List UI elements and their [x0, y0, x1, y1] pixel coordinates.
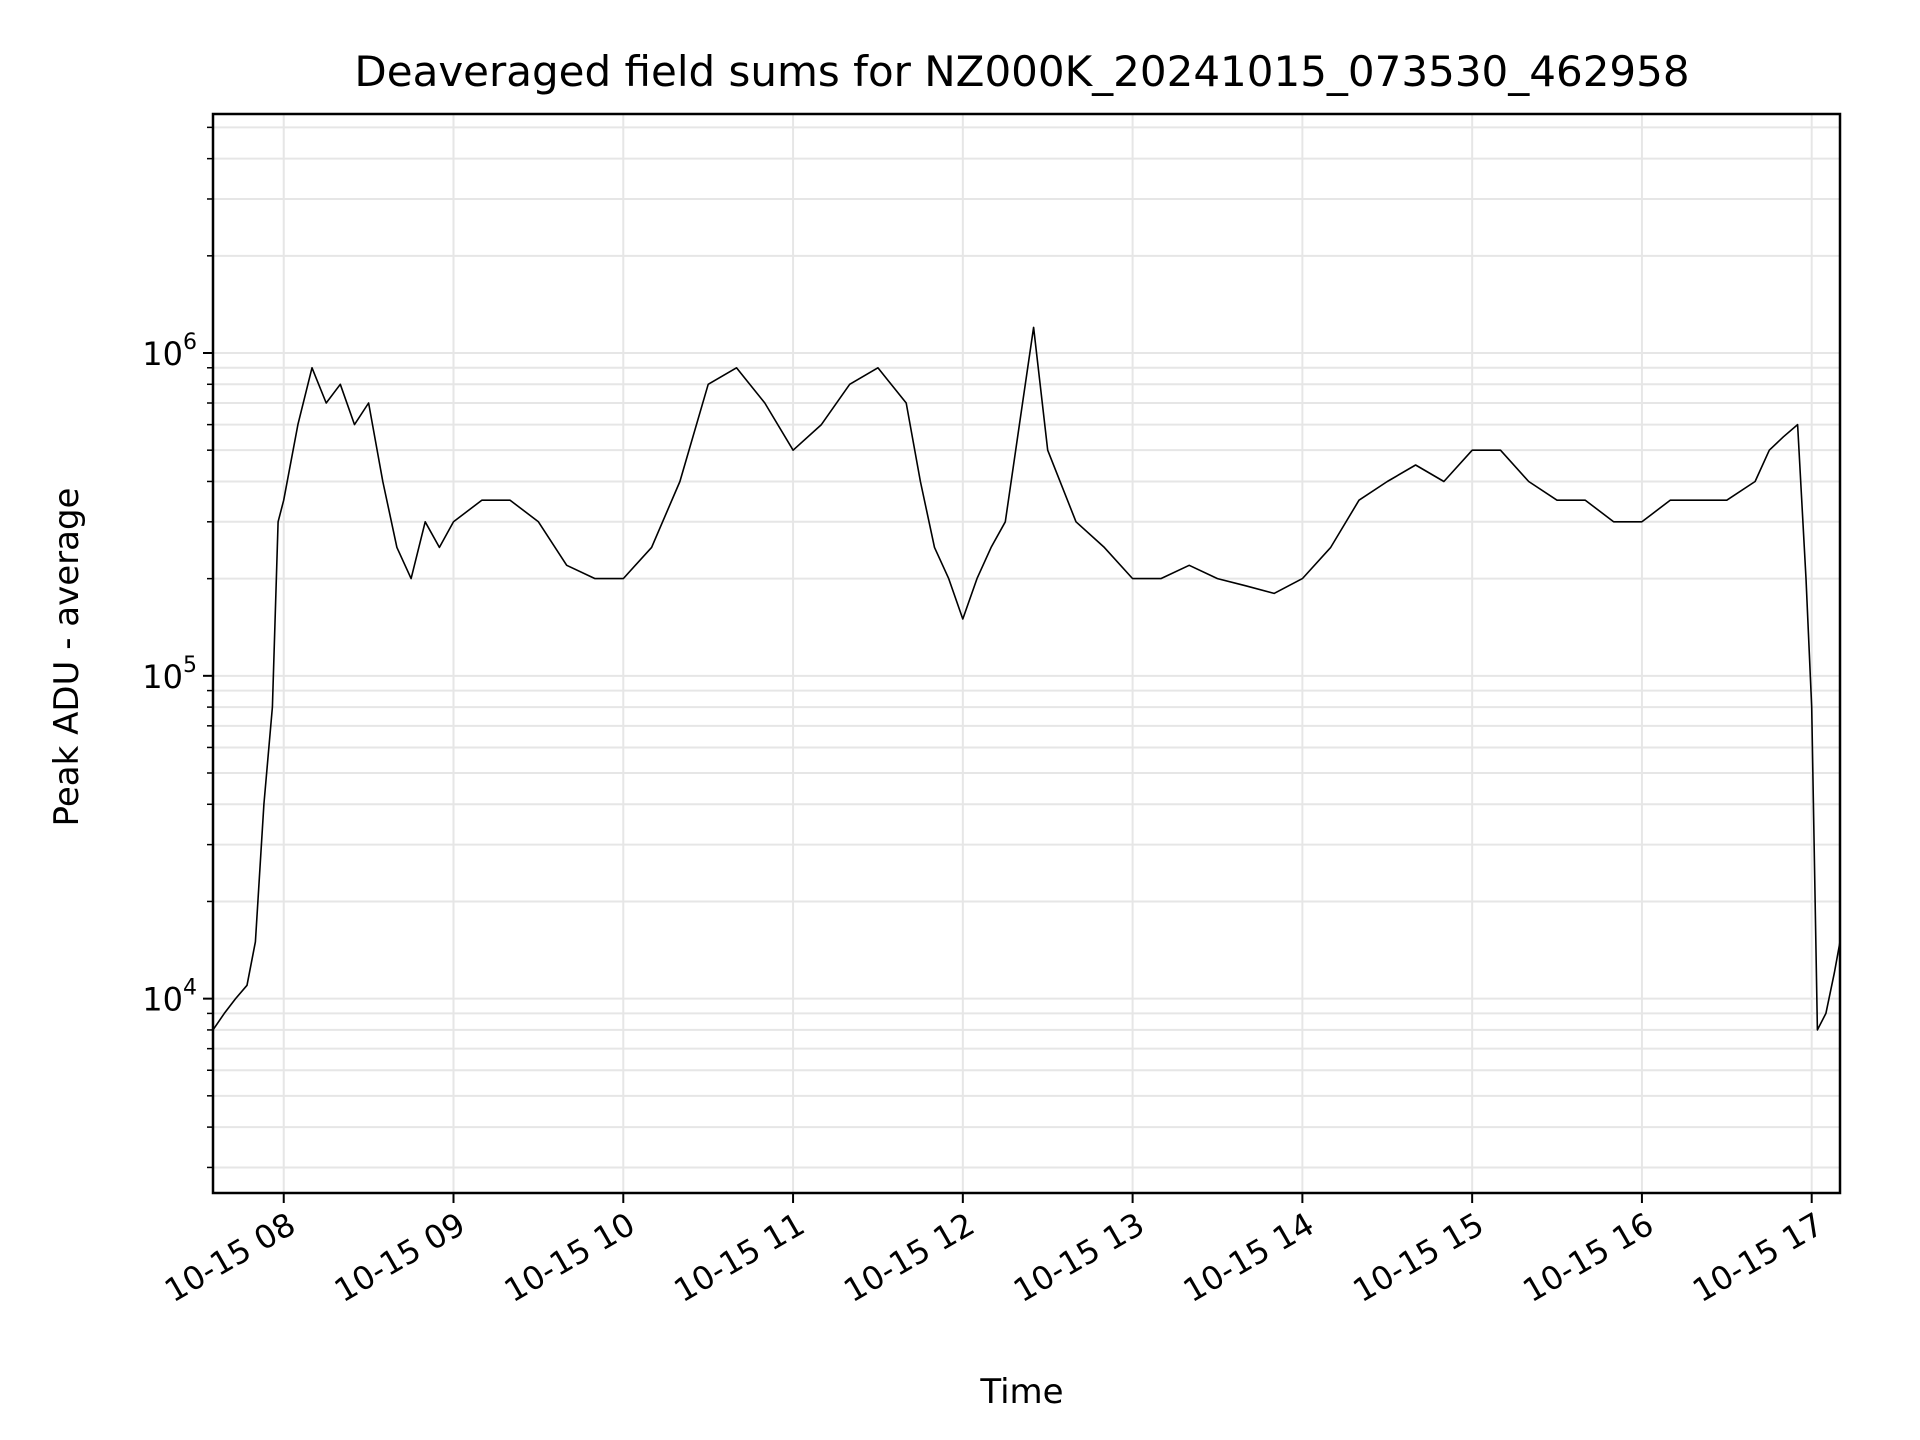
plot-frame	[211, 112, 1842, 1195]
x-axis-label: Time	[979, 1372, 1063, 1412]
y-tick-label: 105	[142, 653, 197, 696]
grid-lines	[213, 114, 1840, 1193]
chart-title: Deaveraged field sums for NZ000K_2024101…	[354, 47, 1689, 96]
y-axis: 104 105 106	[142, 126, 213, 1169]
y-axis-label: Peak ADU - average	[47, 488, 87, 827]
y-tick-label: 106	[142, 330, 197, 373]
y-tick-label: 104	[142, 976, 197, 1019]
data-series	[212, 326, 1841, 1031]
series-line	[212, 326, 1841, 1031]
